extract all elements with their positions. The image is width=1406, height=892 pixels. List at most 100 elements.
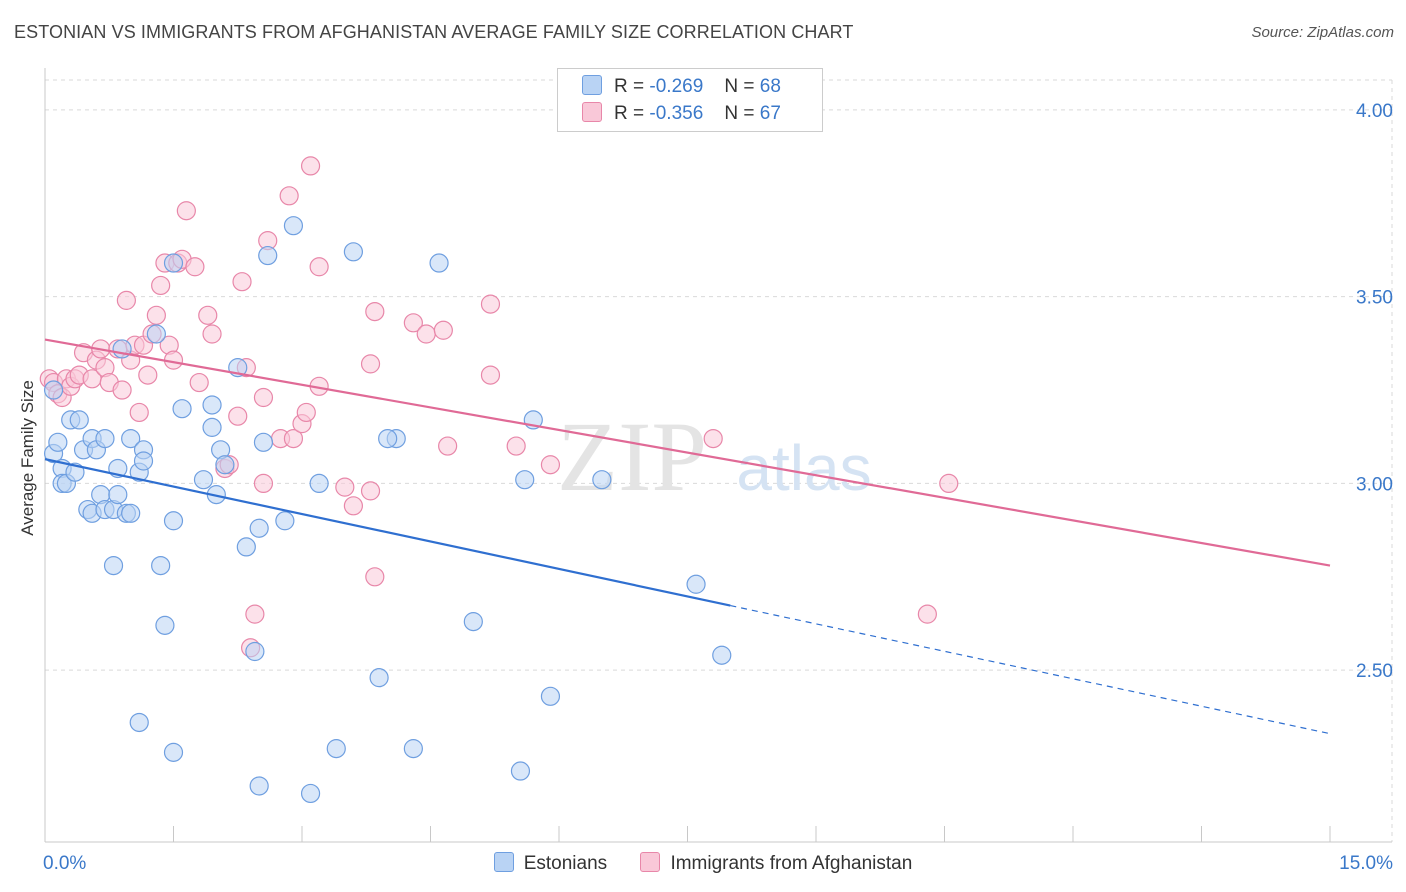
afghanistan-point (360, 481, 381, 501)
r-label: R = (614, 103, 645, 124)
afghanistan-point (480, 294, 501, 314)
legend-swatch-estonians (493, 852, 514, 872)
trend-line-afghanistan (44, 338, 1331, 567)
estonians-point (215, 455, 235, 475)
estonians-point (378, 428, 398, 449)
legend-row-afghanistan: R = -0.356 N = 67 (582, 102, 781, 125)
estonians-point (283, 216, 304, 236)
afghanistan-point (283, 428, 304, 449)
afghanistan-point (433, 320, 453, 340)
estonians-point (275, 511, 295, 531)
afghanistan-point (116, 290, 136, 310)
estonians-point (133, 451, 154, 471)
afghanistan-point (138, 365, 158, 385)
x-tick-label-max: 15.0% (1339, 853, 1393, 874)
trend-line-estonians-extrapolated (730, 604, 1331, 735)
afghanistan-point (185, 257, 205, 277)
afghanistan-point (343, 496, 363, 516)
afghanistan-point (151, 275, 171, 296)
estonians-point (249, 518, 269, 538)
x-tick-label-min: 0.0% (43, 853, 86, 874)
afghanistan-point (112, 380, 132, 400)
estonians-point (172, 399, 192, 419)
estonians-point (429, 253, 449, 273)
afghanistan-point (438, 436, 458, 456)
n-label: N = (724, 76, 755, 97)
afghanistan-point (129, 402, 149, 423)
estonians-point (69, 410, 89, 430)
estonians-point (163, 742, 184, 762)
estonians-point (463, 612, 483, 632)
legend-row-estonians: R = -0.269 N = 68 (582, 75, 781, 98)
n-value-estonians: 68 (759, 76, 781, 97)
legend-item-afghanistan[interactable]: Immigrants from Afghanistan (640, 852, 912, 875)
estonians-point (258, 245, 278, 266)
estonians-point (103, 555, 124, 576)
series-estonians-points (43, 216, 732, 804)
afghanistan-point (300, 156, 321, 176)
estonians-point (300, 783, 321, 804)
y-tick-label: 3.50 (1356, 288, 1393, 309)
afghanistan-point (365, 301, 385, 322)
y-tick-label: 4.00 (1356, 101, 1393, 122)
grid-lines (45, 79, 1393, 842)
afghanistan-point (416, 324, 436, 344)
legend-label-estonians: Estonians (523, 853, 608, 874)
estonians-point (236, 537, 256, 557)
estonians-point (48, 432, 68, 452)
watermark-atlas: atlas (736, 432, 871, 504)
y-tick-label: 3.00 (1356, 474, 1393, 495)
axes (44, 68, 1392, 843)
legend-swatch-estonians (582, 75, 602, 95)
y-tick-label: 2.50 (1356, 661, 1393, 682)
watermark: ZIP atlas (557, 401, 872, 512)
estonians-point (403, 739, 423, 759)
estonians-point (712, 645, 732, 665)
estonians-point (146, 324, 166, 344)
r-value-afghanistan: -0.356 (649, 103, 704, 124)
legend-swatch-afghanistan (582, 102, 602, 122)
trend-lines (44, 338, 1331, 735)
estonians-point (253, 432, 274, 452)
estonians-point (515, 470, 535, 490)
estonians-point (108, 485, 128, 505)
watermark-zip: ZIP (557, 401, 707, 512)
estonians-point (95, 428, 115, 449)
estonians-point (245, 641, 265, 662)
estonians-point (510, 761, 531, 781)
afghanistan-point (146, 305, 166, 325)
tick-labels: 2.50 3.00 3.50 4.00 0.0% 15.0% (43, 101, 1393, 874)
estonians-point (43, 380, 64, 400)
estonians-point (592, 470, 612, 490)
estonians-point (309, 473, 329, 494)
afghanistan-point (232, 272, 252, 292)
estonians-point (155, 615, 175, 635)
afghanistan-point (228, 406, 248, 426)
afghanistan-point (176, 201, 196, 221)
estonians-point (202, 417, 222, 437)
afghanistan-point (360, 354, 381, 374)
afghanistan-point (253, 473, 274, 494)
r-label: R = (614, 76, 645, 97)
estonians-point (326, 739, 346, 759)
legend-item-estonians[interactable]: Estonians (493, 852, 608, 875)
afghanistan-point (917, 604, 937, 624)
estonians-point (121, 503, 141, 523)
afghanistan-point (365, 567, 385, 587)
estonians-point (202, 395, 222, 415)
estonians-point (686, 574, 706, 594)
afghanistan-point (939, 473, 959, 494)
afghanistan-point (198, 305, 218, 325)
estonians-point (249, 776, 269, 796)
afghanistan-point (279, 186, 299, 206)
estonians-point (369, 668, 389, 688)
afghanistan-point (480, 365, 501, 385)
afghanistan-point (703, 428, 723, 449)
afghanistan-point (189, 372, 209, 393)
correlation-legend: R = -0.269 N = 68 R = -0.356 N = 67 (557, 68, 823, 132)
trend-line-estonians (44, 458, 731, 607)
legend-label-afghanistan: Immigrants from Afghanistan (670, 853, 913, 874)
n-label: N = (724, 103, 755, 124)
afghanistan-point (296, 402, 316, 423)
